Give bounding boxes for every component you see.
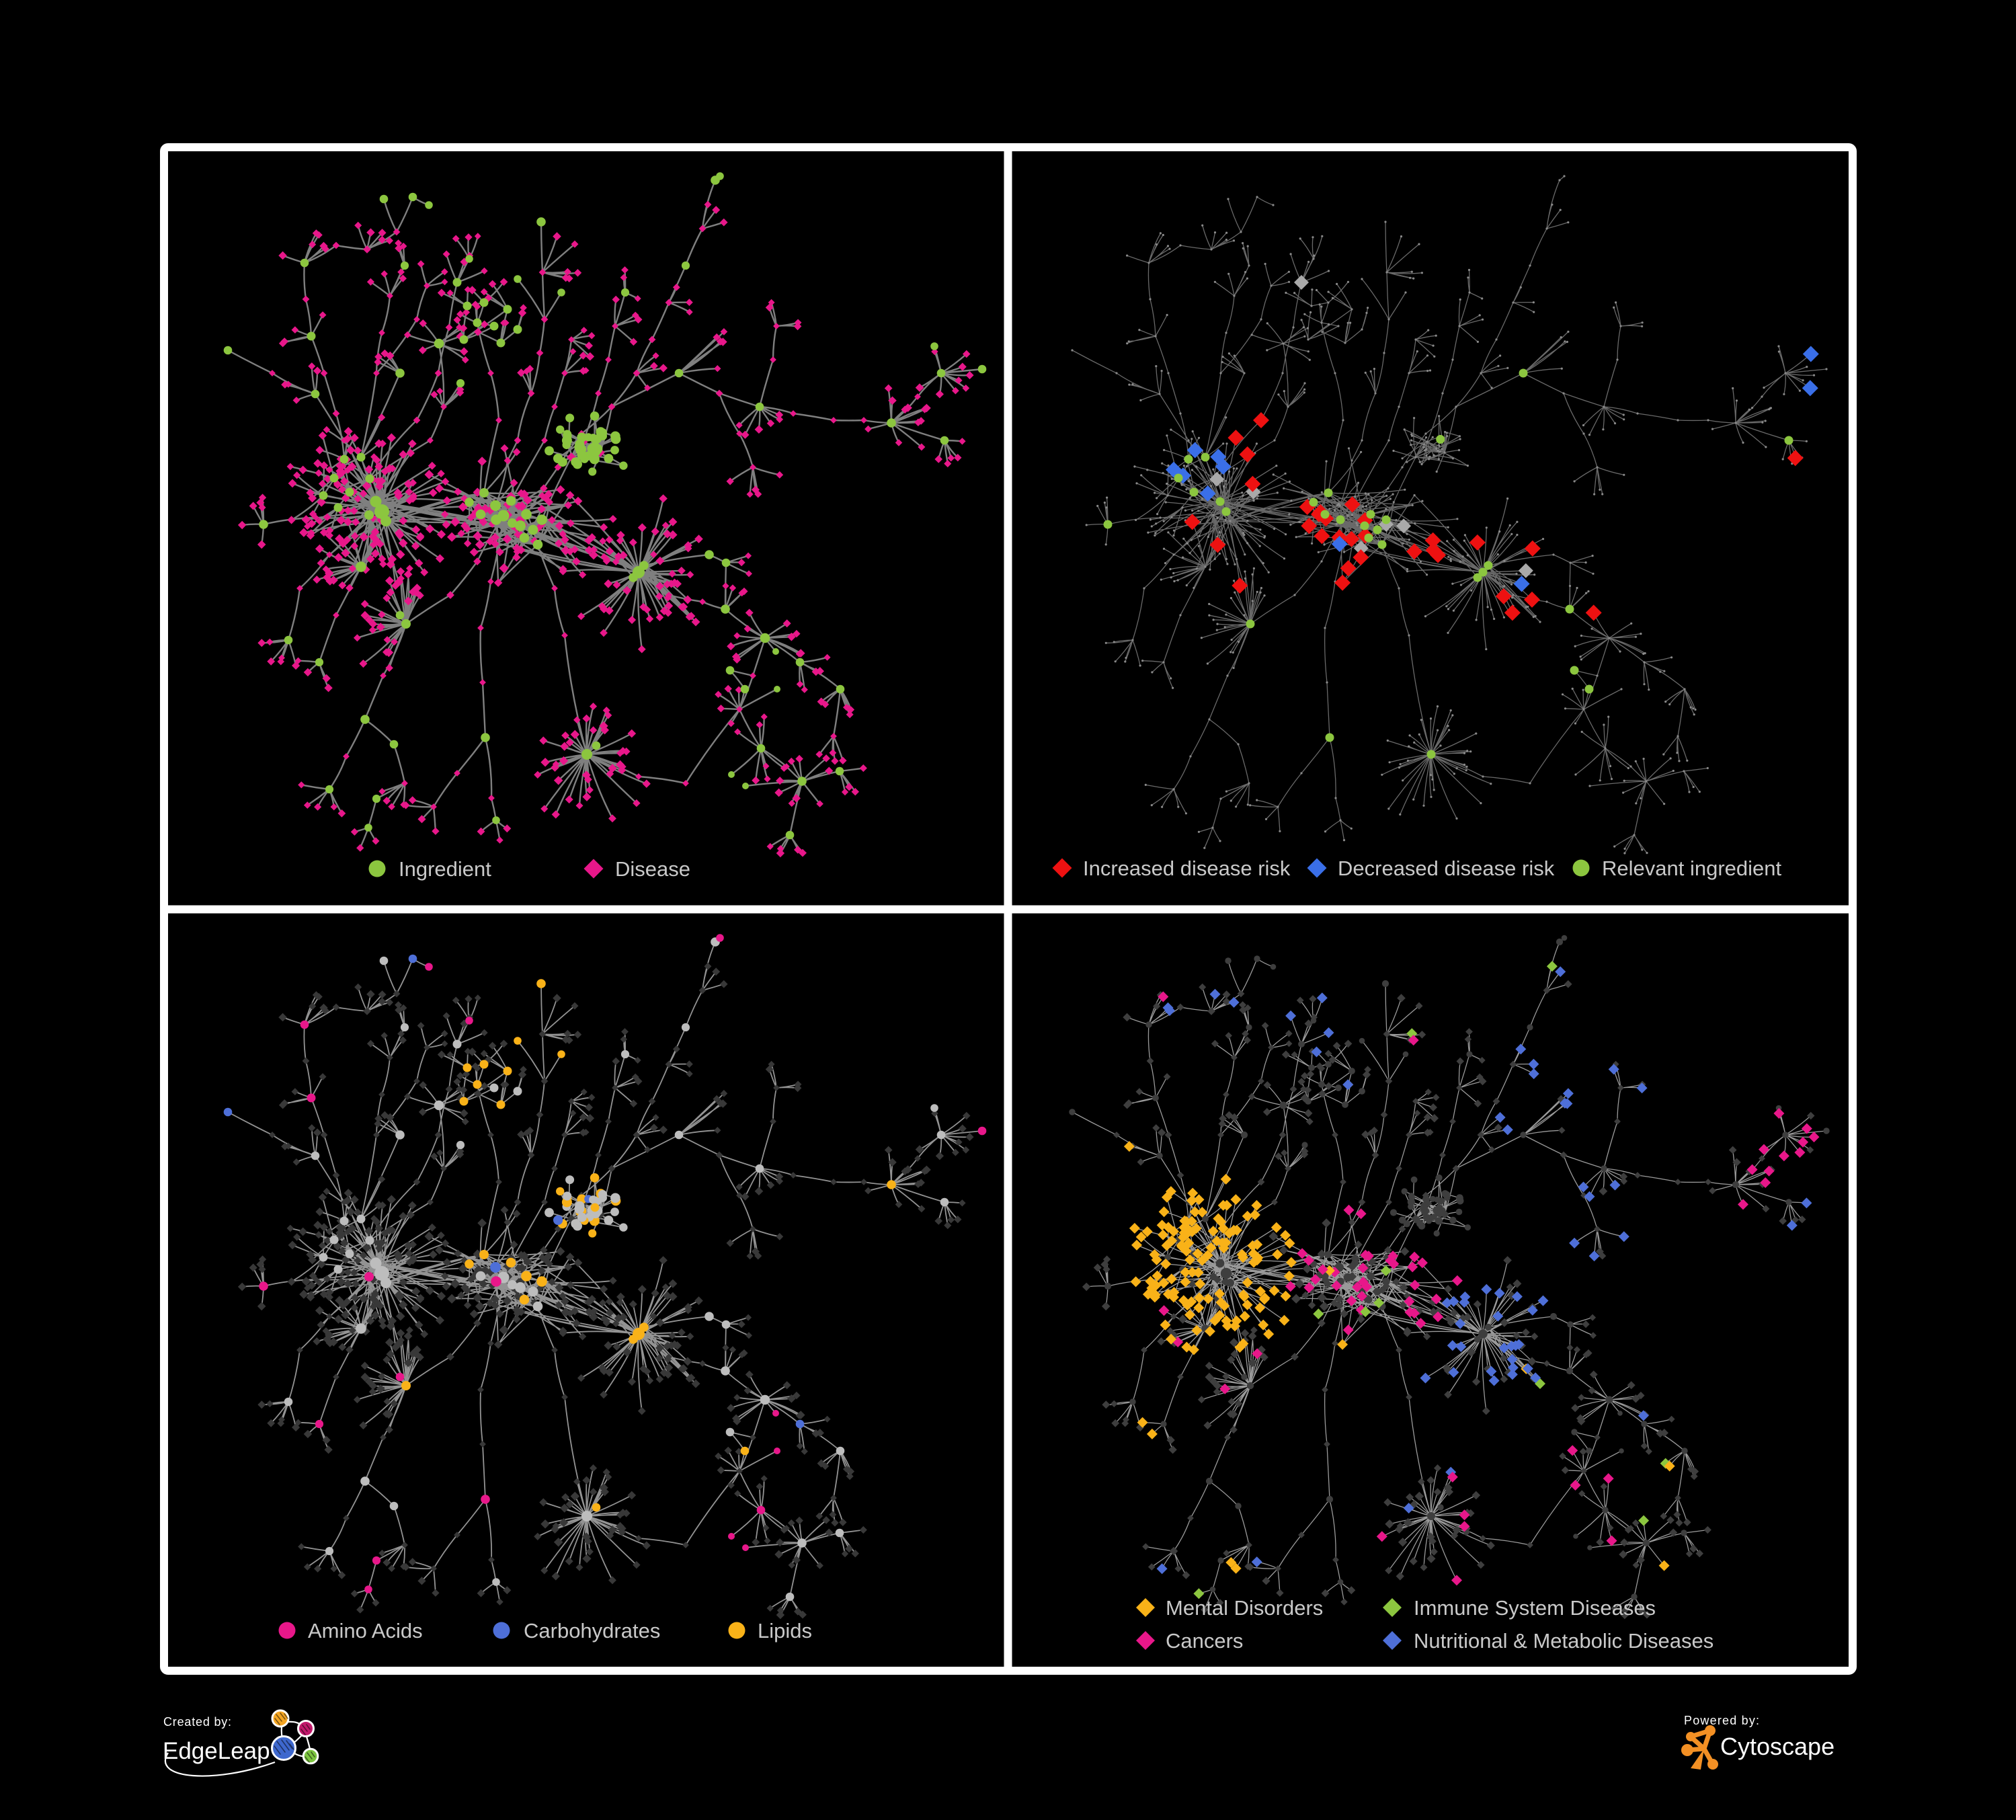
svg-text:Decreased disease risk: Decreased disease risk	[1338, 857, 1555, 880]
svg-text:Relevant ingredient: Relevant ingredient	[1602, 857, 1782, 880]
svg-text:Immune System Diseases: Immune System Diseases	[1414, 1596, 1656, 1620]
svg-text:Cytoscape: Cytoscape	[1720, 1733, 1834, 1760]
svg-text:Disease: Disease	[615, 857, 690, 881]
svg-text:Lipids: Lipids	[758, 1619, 812, 1643]
svg-text:Ingredient: Ingredient	[399, 857, 491, 881]
svg-text:Carbohydrates: Carbohydrates	[524, 1619, 660, 1643]
svg-text:Cancers: Cancers	[1166, 1629, 1243, 1653]
svg-text:Powered by:: Powered by:	[1684, 1714, 1760, 1727]
svg-text:Amino Acids: Amino Acids	[308, 1619, 423, 1643]
svg-text:Created by:: Created by:	[163, 1715, 232, 1729]
svg-text:EdgeLeap: EdgeLeap	[163, 1738, 270, 1764]
svg-text:Mental Disorders: Mental Disorders	[1166, 1596, 1323, 1620]
svg-text:Nutritional & Metabolic Diseas: Nutritional & Metabolic Diseases	[1414, 1629, 1713, 1653]
svg-text:Increased disease risk: Increased disease risk	[1083, 857, 1291, 880]
